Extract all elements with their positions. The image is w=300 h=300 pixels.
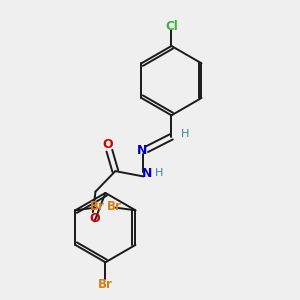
Text: Br: Br — [106, 200, 122, 213]
Text: O: O — [89, 212, 100, 224]
Text: Br: Br — [89, 200, 104, 213]
Text: O: O — [102, 138, 113, 151]
Text: N: N — [142, 167, 152, 180]
Text: H: H — [155, 168, 164, 178]
Text: H: H — [181, 129, 190, 139]
Text: Br: Br — [98, 278, 113, 291]
Text: Cl: Cl — [165, 20, 178, 33]
Text: N: N — [137, 144, 148, 157]
